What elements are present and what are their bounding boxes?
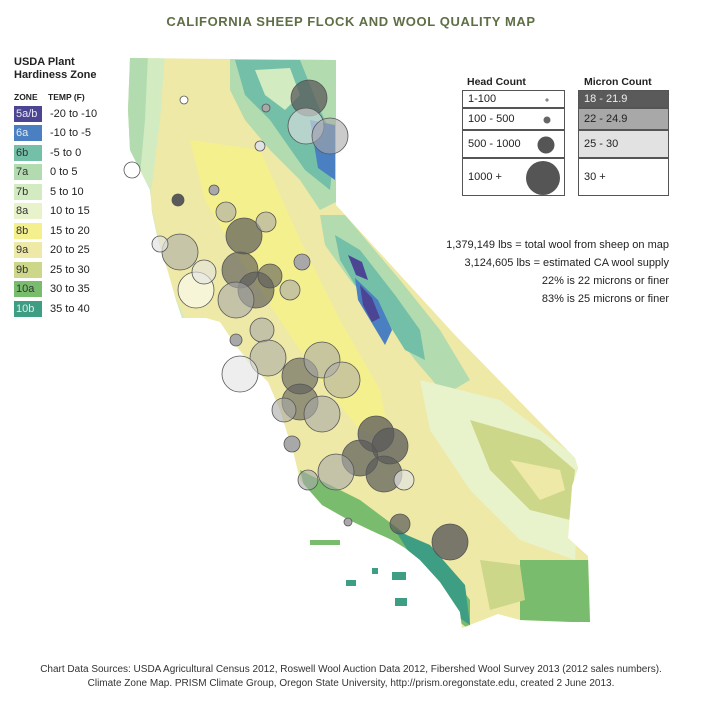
zone-swatch: 6b [14, 144, 42, 161]
head-count-symbol [543, 116, 551, 124]
stat-22-micron: 22% is 22 microns or finer [541, 275, 669, 287]
zone-swatch: 7b [14, 183, 42, 200]
flock-circles [123, 79, 469, 561]
credits-line1: Chart Data Sources: USDA Agricultural Ce… [40, 664, 662, 675]
head-count-symbol [537, 136, 555, 154]
zone-swatch: 9b [14, 261, 42, 278]
zone-row: 6b -5 to 0 [14, 144, 144, 161]
temp-column-header: TEMP (F) [48, 92, 85, 102]
zone-legend-header: ZONE TEMP (F) [14, 92, 144, 102]
zone-row: 8b 15 to 20 [14, 222, 144, 239]
zone-legend-title-line2: Hardiness Zone [14, 69, 97, 81]
zone-temp: 35 to 40 [50, 302, 90, 315]
micron-label: 22 - 24.9 [584, 113, 628, 125]
head-count-title: Head Count [467, 76, 526, 88]
channel-islands [310, 540, 407, 606]
micron-row: 22 - 24.9 [578, 108, 669, 130]
wool-stats: 1,379,149 lbs = total wool from sheep on… [446, 236, 669, 308]
zone-temp: 30 to 35 [50, 283, 90, 295]
zone-temp: -20 to -10 [50, 107, 98, 120]
zone-legend-title-line1: USDA Plant [14, 56, 75, 68]
micron-label: 18 - 21.9 [584, 93, 628, 105]
zone-temp: 20 to 25 [50, 244, 90, 256]
zone-swatch: 9a [14, 242, 42, 258]
zone-swatch: 7a [14, 164, 42, 180]
zone-temp: 5 to 10 [50, 185, 84, 198]
zone-row: 8a 10 to 15 [14, 203, 144, 219]
stat-ca-supply: 3,124,605 lbs = estimated CA wool supply [464, 257, 669, 269]
zone-swatch: 6a [14, 125, 42, 141]
micron-label: 30 + [584, 171, 606, 183]
zone-row: 9a 20 to 25 [14, 242, 144, 258]
head-count-label: 1000 + [468, 171, 502, 183]
micron-row: 25 - 30 [578, 130, 669, 158]
micron-row: 18 - 21.9 [578, 90, 669, 108]
zone-row: 10a 30 to 35 [14, 281, 144, 297]
zone-row: 6a -10 to -5 [14, 125, 144, 141]
zone-column-header: ZONE [14, 92, 38, 102]
zone-temp: 0 to 5 [50, 166, 78, 178]
zone-swatch: 8b [14, 222, 42, 239]
head-count-symbol [545, 98, 549, 102]
zone-temp: 15 to 20 [50, 224, 90, 237]
micron-label: 25 - 30 [584, 138, 619, 150]
stat-total-wool: 1,379,149 lbs = total wool from sheep on… [446, 239, 669, 251]
zone-swatch: 10a [14, 281, 42, 297]
head-count-label: 1-100 [468, 93, 497, 105]
head-count-row: 100 - 500 [462, 108, 565, 130]
zone-swatch: 10b [14, 300, 42, 317]
zone-temp: -5 to 0 [50, 146, 82, 159]
micron-count-title: Micron Count [584, 76, 652, 88]
zone-row: 10b 35 to 40 [14, 300, 144, 317]
micron-row: 30 + [578, 158, 669, 196]
credits-line2: Climate Zone Map. PRISM Climate Group, O… [87, 678, 615, 689]
zone-row: 9b 25 to 30 [14, 261, 144, 278]
hardiness-zone-legend: USDA Plant Hardiness Zone ZONE TEMP (F) … [14, 56, 144, 317]
source-credits: Chart Data Sources: USDA Agricultural Ce… [0, 663, 702, 691]
zone-swatch: 8a [14, 203, 42, 219]
map-title: CALIFORNIA SHEEP FLOCK AND WOOL QUALITY … [166, 14, 536, 29]
zone-rows: 5a/b -20 to -10 6a -10 to -5 6b -5 to 0 7a 0 to… [14, 105, 144, 317]
head-count-row: 500 - 1000 [462, 130, 565, 158]
head-count-row: 1-100 [462, 90, 565, 108]
stat-25-micron: 83% is 25 microns or finer [541, 293, 669, 305]
zone-row: 5a/b -20 to -10 [14, 105, 144, 122]
zone-temp: 10 to 15 [50, 205, 90, 217]
zone-row: 7b 5 to 10 [14, 183, 144, 200]
head-count-symbol [526, 161, 560, 195]
zone-swatch: 5a/b [14, 105, 42, 122]
head-count-row: 1000 + [462, 158, 565, 196]
head-count-label: 500 - 1000 [468, 138, 521, 150]
zone-temp: 25 to 30 [50, 263, 90, 276]
zone-temp: -10 to -5 [50, 127, 91, 139]
zone-row: 7a 0 to 5 [14, 164, 144, 180]
head-count-label: 100 - 500 [468, 113, 515, 125]
